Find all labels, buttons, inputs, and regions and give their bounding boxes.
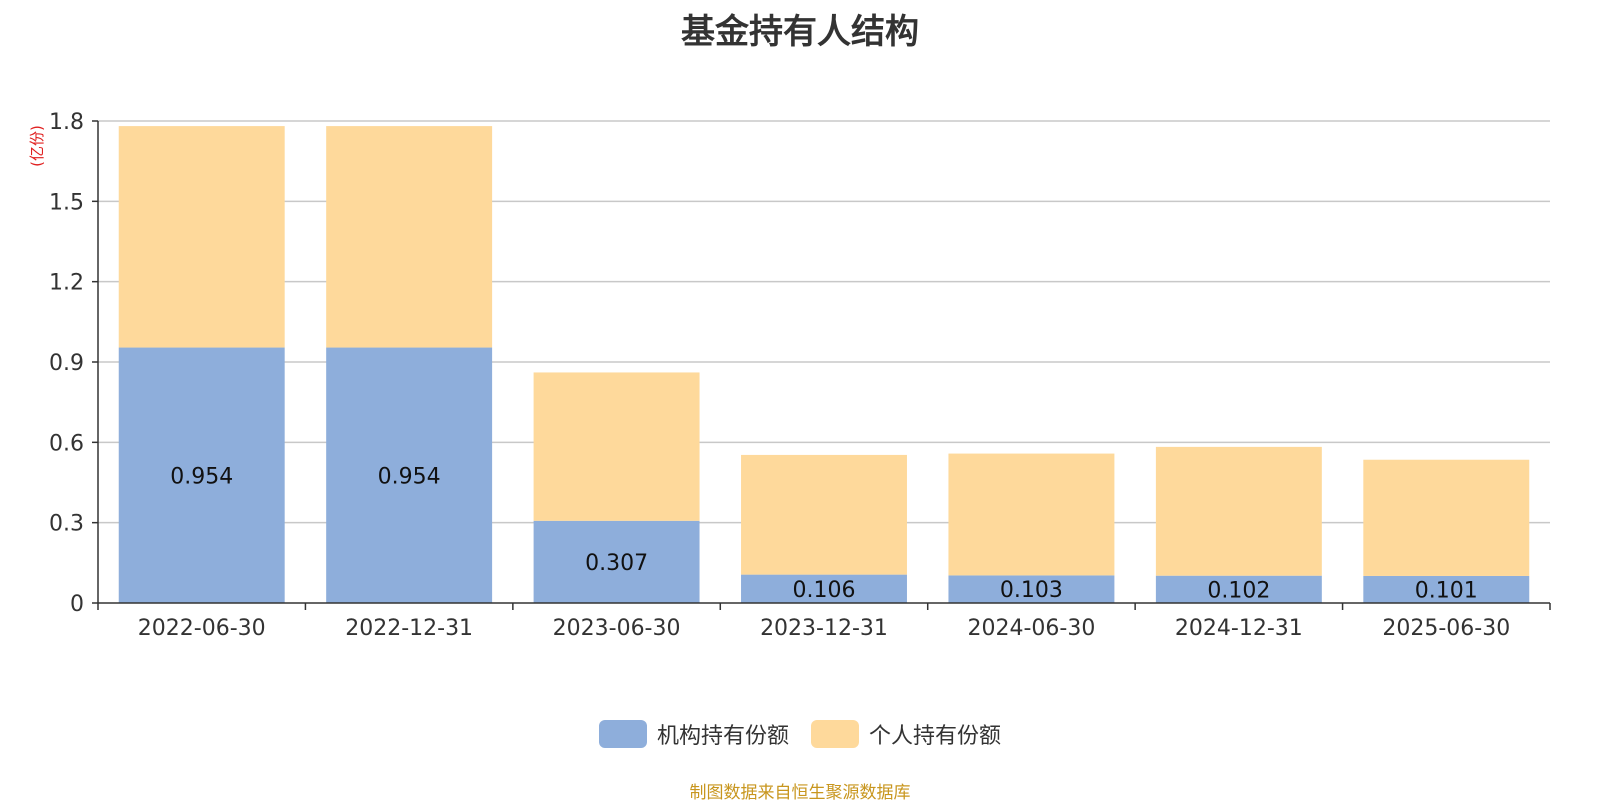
bar-institutional <box>948 575 1115 603</box>
bar-individual <box>118 126 285 348</box>
y-axis-label: (亿份) <box>28 125 46 167</box>
x-tick-label: 2023-06-30 <box>553 616 681 641</box>
chart-title: 基金持有人结构 <box>681 12 919 52</box>
bar-individual <box>741 454 907 575</box>
legend-label-institutional: 机构持有份额 <box>656 724 789 749</box>
bar-institutional <box>741 574 907 603</box>
source-note: 制图数据来自恒生聚源数据库 <box>689 783 911 803</box>
y-tick-label: 0.6 <box>49 431 84 456</box>
x-tick-label: 2022-06-30 <box>138 616 266 641</box>
legend-label-individual: 个人持有份额 <box>869 724 1002 749</box>
x-tick-label: 2022-12-31 <box>345 616 473 641</box>
bar-individual <box>533 372 700 521</box>
bar-institutional <box>1363 575 1530 603</box>
bar-institutional <box>1155 575 1322 603</box>
y-tick-label: 0 <box>70 592 84 617</box>
data-label: 0.103 <box>1000 578 1063 603</box>
data-label: 0.954 <box>378 464 441 489</box>
y-tick-label: 0.3 <box>49 512 84 537</box>
x-tick-label: 2025-06-30 <box>1382 616 1510 641</box>
bar-institutional <box>326 347 493 603</box>
legend: 机构持有份额 个人持有份额 <box>0 718 1600 750</box>
bar-institutional <box>118 347 285 603</box>
data-labels: 0.954 0.954 0.307 0.106 0.103 0.102 0.101 <box>170 464 1478 603</box>
y-tick-label: 0.9 <box>49 351 84 376</box>
bar-individual <box>948 453 1115 576</box>
bars <box>118 126 1530 603</box>
y-tick-label: 1.5 <box>49 190 84 215</box>
bar-individual <box>326 126 493 348</box>
y-tick-label: 1.2 <box>49 271 84 296</box>
x-tick-label: 2024-06-30 <box>967 616 1095 641</box>
data-label: 0.106 <box>793 578 856 603</box>
legend-swatch-individual <box>811 720 859 748</box>
x-tick-label: 2024-12-31 <box>1175 616 1303 641</box>
legend-item-institutional[interactable]: 机构持有份额 <box>598 718 789 750</box>
axes: 0 0.3 0.6 0.9 1.2 1.5 1.8(亿份) 2022-06-30 2022-12… <box>28 110 1551 641</box>
bar-individual <box>1155 446 1322 576</box>
data-label: 0.954 <box>170 464 233 489</box>
legend-swatch-institutional <box>598 720 647 748</box>
x-tick-label: 2023-12-31 <box>760 616 888 641</box>
y-tick-label: 1.8 <box>49 110 84 135</box>
bar-institutional <box>533 520 700 603</box>
bar-individual <box>1363 459 1530 576</box>
data-label: 0.102 <box>1207 578 1270 603</box>
data-label: 0.307 <box>585 551 648 576</box>
legend-item-individual[interactable]: 个人持有份额 <box>811 718 1001 750</box>
data-label: 0.101 <box>1415 578 1478 603</box>
